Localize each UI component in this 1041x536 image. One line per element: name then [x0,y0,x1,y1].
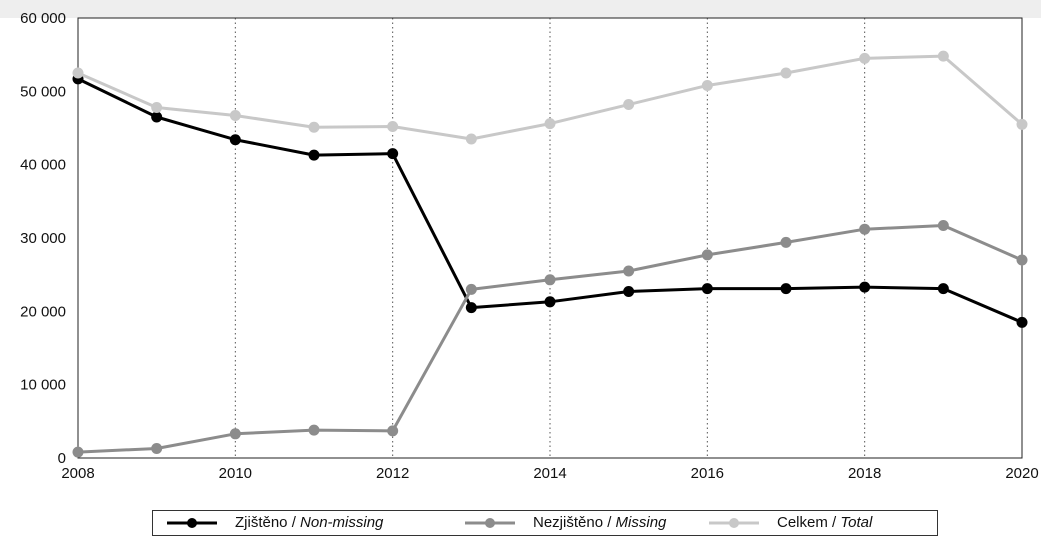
series-2-point [544,118,556,130]
series-0-point [937,283,949,295]
y-tick-label: 30 000 [20,230,66,247]
x-tick-label: 2016 [691,465,724,482]
legend: Zjištěno / Non-missing Nezjištěno / Miss… [152,510,938,536]
legend-item-missing: Nezjištěno / Missing [465,514,666,531]
series-0-point [859,281,871,293]
y-tick-label: 10 000 [20,377,66,394]
series-1-point [701,249,713,261]
series-2-point [308,121,320,133]
series-1-point [387,425,399,437]
series-2-point [387,121,399,133]
series-2-point [623,99,635,111]
y-tick-label: 60 000 [20,10,66,27]
x-tick-label: 2008 [61,465,94,482]
series-0-point [544,296,556,308]
series-2-point [1016,118,1028,130]
y-tick-label: 20 000 [20,303,66,320]
series-1-point [72,446,84,458]
legend-label-total: Celkem / Total [777,514,873,531]
series-1-point [151,442,163,454]
chart-svg: 2008 2010 2012 2014 2016 2018 2020 0 10 000 20 00… [0,0,1041,482]
series-1-point [1016,254,1028,266]
series-2-point [859,52,871,64]
series-2-point [72,67,84,79]
series-2-point [937,50,949,62]
top-band [0,0,1041,18]
y-tick-label: 0 [58,450,66,467]
legend-item-total: Celkem / Total [709,514,872,531]
legend-label-missing: Nezjištěno / Missing [533,514,667,531]
series-0-point [1016,316,1028,328]
axis-layer: 2008 2010 2012 2014 2016 2018 2020 0 10 000 20 00… [20,10,1039,482]
y-tick-label: 50 000 [20,83,66,100]
series-2-point [465,133,477,145]
series-0-point [151,111,163,123]
x-tick-label: 2014 [533,465,566,482]
grid-layer [234,18,866,458]
series-0-point [623,286,635,298]
series-2-point [229,110,241,122]
series-0-point [465,302,477,314]
x-tick-label: 2018 [848,465,881,482]
legend-item-non-missing: Zjištěno / Non-missing [167,514,383,531]
series-0-point [387,148,399,160]
legend-swatch-total [709,517,759,528]
series-0-point [780,283,792,295]
series-1-point [780,236,792,248]
x-tick-label: 2012 [376,465,409,482]
series-2-point [701,79,713,91]
series-1-point [859,223,871,235]
series-1-point [229,428,241,440]
series-1-point [937,220,949,232]
x-tick-label: 2010 [219,465,252,482]
legend-label-non-missing: Zjištěno / Non-missing [235,514,384,531]
series-0-point [701,283,713,295]
series-1-point [308,424,320,436]
legend-swatch-non-missing [167,517,217,528]
series-2-point [151,101,163,113]
plot-frame [77,17,1023,459]
series-layer [72,50,1028,458]
series-1-point [623,265,635,277]
series-0-point [229,134,241,146]
series-2-point [780,67,792,79]
series-1-point [465,283,477,295]
series-1-point [544,274,556,286]
legend-swatch-missing [465,517,515,528]
series-0-point [308,149,320,161]
x-tick-label: 2020 [1005,465,1038,482]
y-tick-label: 40 000 [20,157,66,174]
